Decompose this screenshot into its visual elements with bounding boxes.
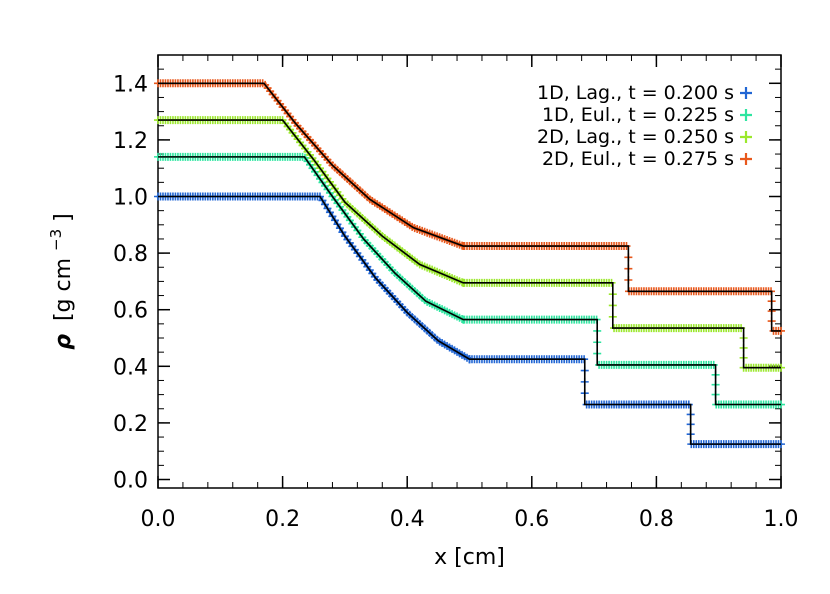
y-tick-label: 0.8 [113, 242, 148, 267]
plot-frame [157, 54, 782, 489]
y-axis-label-exponent: −3 [47, 229, 65, 251]
series-1 [154, 152, 785, 409]
y-axis-label-symbol: ρ [51, 334, 76, 350]
y-tick-label: 1.4 [113, 72, 148, 97]
y-tick-label: 0.6 [113, 299, 148, 324]
legend-marker [740, 153, 752, 165]
x-tick-label: 0.6 [514, 507, 549, 532]
series-line [158, 82, 781, 332]
legend-entry-label: 1D, Lag., t = 0.200 s [537, 82, 734, 104]
legend-entry-label: 1D, Eul., t = 0.225 s [542, 104, 734, 126]
x-tick-label: 0.4 [390, 507, 425, 532]
y-axis-label: ρ [g cm −3 ] [42, 213, 76, 350]
series-0 [154, 192, 785, 449]
series-line [158, 119, 781, 369]
y-tick-label: 1.2 [113, 129, 148, 154]
y-tick-label: 0.4 [113, 355, 148, 380]
y-axis-label-close: ] [51, 213, 76, 222]
x-tick-label: 1.0 [764, 507, 799, 532]
x-tick-label: 0.2 [265, 507, 300, 532]
x-axis-label: x [cm] [434, 545, 505, 570]
legend-marker [740, 87, 752, 99]
y-tick-label: 0.2 [113, 412, 148, 437]
legend-marker [740, 131, 752, 143]
x-tick-label: 0.0 [141, 507, 176, 532]
legend-entry-label: 2D, Eul., t = 0.275 s [542, 148, 734, 170]
series-line [158, 156, 781, 406]
legend-marker [740, 109, 752, 121]
x-tick-label: 0.8 [639, 507, 674, 532]
series-3 [154, 79, 785, 335]
y-axis-label-unit: [g cm [51, 258, 76, 321]
series-line [158, 195, 781, 445]
y-tick-label: 0.0 [113, 469, 148, 494]
legend-entry-label: 2D, Lag., t = 0.250 s [537, 126, 734, 148]
series-2 [154, 116, 785, 372]
y-tick-label: 1.0 [113, 186, 148, 211]
